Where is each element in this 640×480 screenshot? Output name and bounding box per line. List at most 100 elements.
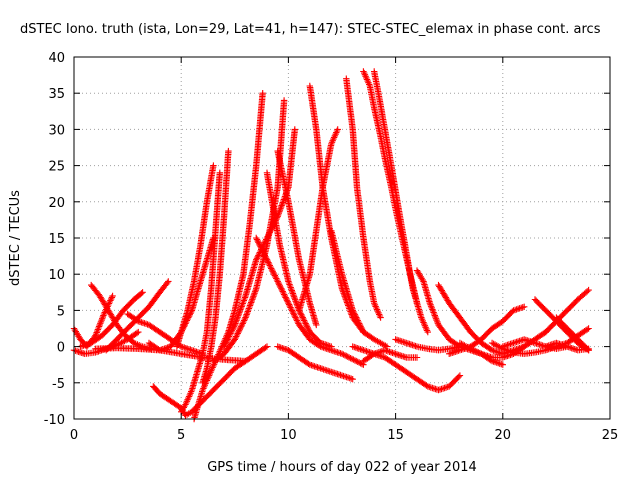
series-13 [199,147,232,386]
trail-marker [80,342,87,349]
trail-marker [290,310,297,317]
trail-marker [300,317,308,324]
trail-marker [303,323,311,330]
trail-marker [383,347,390,354]
series-18 [274,147,320,329]
trail-marker [292,314,299,321]
trail-marker [190,347,197,354]
series-8 [150,343,271,419]
series-16 [263,169,335,350]
series-10 [178,169,223,415]
trail-marker [351,357,359,364]
trail-marker [233,331,241,339]
data-point [100,310,108,318]
trail-marker [232,318,240,325]
trail-marker [350,356,357,363]
trail-marker [245,306,252,314]
trail-marker [302,320,309,327]
trail-marker [237,324,244,331]
trail-marker [329,347,336,354]
trail-marker [309,362,317,369]
trail-marker [99,313,106,321]
trail-marker [280,197,287,205]
data-point [231,321,238,329]
trail-marker [357,323,364,330]
trail-marker [279,288,286,295]
trail-marker [249,296,256,303]
trail-marker [258,246,266,253]
trail-marker [528,338,536,346]
trail-marker [265,260,273,268]
data-point [210,162,217,169]
trail-marker [291,313,298,320]
trail-marker [350,308,357,315]
trail-marker [267,263,274,271]
trail-marker [513,306,520,313]
trail-marker [262,344,269,351]
data-point [478,350,485,357]
data-point [585,345,592,352]
trail-marker [258,244,265,252]
trail-marker [303,321,310,329]
trail-marker [250,293,257,300]
trail-marker [230,324,237,331]
trail-marker [269,223,276,230]
trail-marker [350,310,358,317]
series-19 [274,343,356,383]
trail-marker [265,231,272,239]
series-17 [253,234,367,368]
trail-marker [351,311,359,318]
trail-marker [285,301,293,308]
y-tick-label: 10 [48,268,65,283]
trail-marker [304,324,311,331]
trail-marker [294,318,301,326]
trail-marker [283,295,290,302]
trail-marker [490,347,497,354]
trail-marker [223,337,231,344]
trail-marker [236,326,243,333]
trail-marker [228,327,236,334]
data-point [253,234,260,242]
data-point [139,289,146,296]
trail-marker [277,284,284,291]
data-point [109,292,116,300]
trail-marker [455,373,462,380]
trail-marker [429,306,436,313]
trail-marker [269,268,276,275]
y-tick-label: 5 [57,304,65,319]
trail-marker [260,250,268,258]
trail-marker [278,286,286,294]
trail-marker [430,309,437,316]
trail-marker [224,336,231,343]
data-point [338,350,346,357]
trail-marker [257,243,264,250]
trail-marker [240,318,247,326]
trail-marker [300,315,307,323]
trail-marker [270,271,278,278]
x-tick-label: 20 [495,428,512,443]
data-point [253,256,260,263]
trail-marker [348,355,356,363]
trail-marker [352,344,359,351]
series-30 [435,281,528,357]
trail-marker [346,374,353,382]
trail-marker [299,314,306,321]
trail-marker [289,288,296,296]
trail-marker [282,294,289,301]
data-point [216,169,223,176]
trail-marker [264,233,271,240]
trail-marker [142,320,150,327]
trail-marker [278,202,285,209]
trail-marker [356,321,364,329]
trail-marker [245,305,253,312]
trail-marker [108,295,115,303]
data-point [392,350,399,357]
data-point [334,126,341,133]
trail-marker [340,351,347,358]
trail-marker [255,252,262,259]
trail-marker [260,249,267,256]
trail-marker [259,247,266,255]
y-tick-label: 20 [48,196,65,211]
trail-marker [289,308,296,315]
trail-marker [162,345,170,352]
